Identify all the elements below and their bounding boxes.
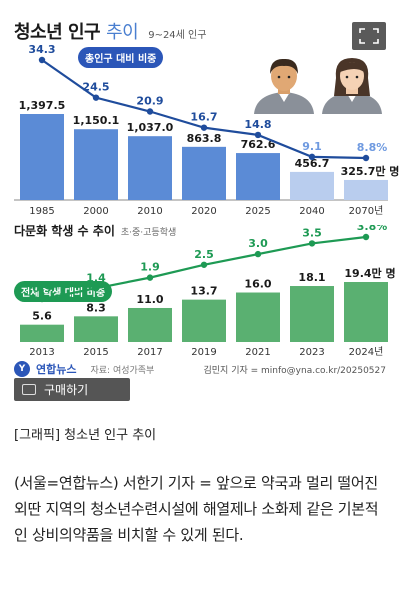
chart2-share-point [362,233,370,241]
credit-text: 김민지 기자 = minfo@yna.co.kr/20250527 [203,365,387,376]
expand-button[interactable] [352,22,386,50]
chart1-bar [182,146,226,200]
chart1-bar [74,129,118,200]
chart1-share-point [254,131,262,139]
chart1-bar-value: 1,397.5 [19,99,66,112]
chart-footer: Y 연합뉴스 자료: 여성가족부 김민지 기자 = minfo@yna.co.k… [14,361,386,377]
chart1-share-point [92,94,100,101]
section2-title: 다문화 학생 수 추이 [14,224,115,238]
chart1-share-point [38,56,46,64]
chart1-share-label: 34.3 [28,43,55,56]
chart2-share-label: 2.5 [194,248,214,261]
chart1-share-label: 8.8% [357,141,388,154]
chart2-bar [20,324,64,342]
chart2-share-point [38,295,46,303]
chart1-share-point [362,154,370,162]
chart2-bar [128,307,172,342]
chart2-bar-value: 16.0 [244,278,271,291]
chart2-share-label: 3.0 [248,237,268,250]
chart2-share-point [146,274,154,281]
chart1-share-label: 24.5 [82,81,109,94]
chart1-x-label: 2070년 [349,205,384,217]
chart-youth-population: 1,397.5 1985 1,150.1 2000 1,037.0 2010 863.8 20… [14,43,400,217]
chart2-bar [236,292,280,342]
chart1-bar-value: 325.7만 명 [341,164,400,178]
chart1-bar [236,153,280,200]
source-text: 자료: 여성가족부 [90,365,155,376]
chart2-share-point [254,250,262,258]
section2-subtitle: 초·중·고등학생 [120,228,177,238]
chart1-x-label: 1985 [29,206,54,217]
buy-button[interactable]: 구매하기 [14,378,130,401]
chart2-bar-value: 13.7 [190,285,217,298]
chart2-share-label: 3.8% [357,225,388,233]
chart-multicultural-students: 5.6 2013 8.3 2015 11.0 2017 13.7 2019 16.0 2021 18… [20,225,396,358]
chart2-share-point [308,240,316,247]
section2-header: 다문화 학생 수 추이 초·중·고등학생 [14,222,176,239]
cart-icon [22,384,36,395]
chart2-share-label: 0.9 [32,282,52,295]
chart1-share-label: 9.1 [302,140,322,153]
chart1-x-label: 2020 [191,206,216,217]
chart2-share-label: 3.5 [302,226,322,239]
chart1-bar [20,114,64,200]
chart2-bar-value: 8.3 [86,301,106,314]
chart2-bar [74,316,118,342]
person-male-icon [254,58,314,114]
chart1-share-point [146,108,154,115]
chart2-x-label: 2024년 [349,346,384,358]
chart1-line-label: 총인구 대비 비중 [78,47,164,68]
infographic-card: 청소년 인구 추이 9~24세 인구 총인구 대비 [14,18,400,401]
expand-icon [359,28,379,44]
chart2-bar [344,282,388,342]
chart1-bar-value: 1,150.1 [73,114,120,127]
chart1-share-label: 16.7 [190,111,217,124]
chart2-x-label: 2013 [29,347,54,358]
chart1-bar [290,171,334,200]
chart1-bar-value: 456.7 [295,157,330,170]
chart2-bar-value: 19.4만 명 [344,266,395,280]
title-subtitle: 9~24세 인구 [148,30,207,41]
chart2-bar-value: 5.6 [32,310,52,323]
yonhap-logo-icon: Y [14,361,30,377]
chart1-bar-value: 1,037.0 [127,121,174,134]
chart1-x-label: 2040 [299,206,324,217]
chart2-share-label: 1.9 [140,261,160,274]
chart1-share-point [308,153,316,161]
chart1-x-label: 2000 [83,206,108,217]
image-caption: [그래픽] 청소년 인구 추이 [14,428,157,443]
chart1-bar [344,179,388,200]
chart1-bar-value: 863.8 [187,132,222,145]
person-female-icon [322,58,382,114]
chart2-share-point [92,285,100,292]
chart2-bar-value: 11.0 [136,293,163,306]
chart2-x-label: 2019 [191,347,216,358]
chart1-x-label: 2010 [137,206,162,217]
people-illustration [254,58,382,114]
chart2-line-label: 전체 학생 대비 비중 [14,281,113,302]
chart1-share-point [200,124,208,131]
chart-title: 청소년 인구 추이 9~24세 인구 [14,18,206,44]
chart1-bar [128,136,172,200]
article-body: (서울=연합뉴스) 서한기 기자 = 앞으로 약국과 멀리 떨어진 외딴 지역의… [14,474,379,544]
chart2-share-label: 1.4 [86,271,106,284]
title-bold: 청소년 인구 [14,22,101,43]
chart1-share-label: 14.8 [244,118,271,131]
buy-button-label: 구매하기 [44,383,89,397]
chart2-x-label: 2021 [245,347,270,358]
title-light: 추이 [106,22,139,43]
chart2-x-label: 2023 [299,347,324,358]
logo-text: 연합뉴스 [36,363,77,376]
chart2-share-point [200,261,208,268]
chart1-bar-value: 762.6 [241,138,276,151]
chart2-bar [182,299,226,342]
chart2-bar [290,286,334,342]
chart2-bar-value: 18.1 [298,271,325,284]
chart1-x-label: 2025 [245,206,270,217]
chart2-x-label: 2017 [137,347,162,358]
chart2-x-label: 2015 [83,347,108,358]
chart1-share-label: 20.9 [136,94,163,107]
